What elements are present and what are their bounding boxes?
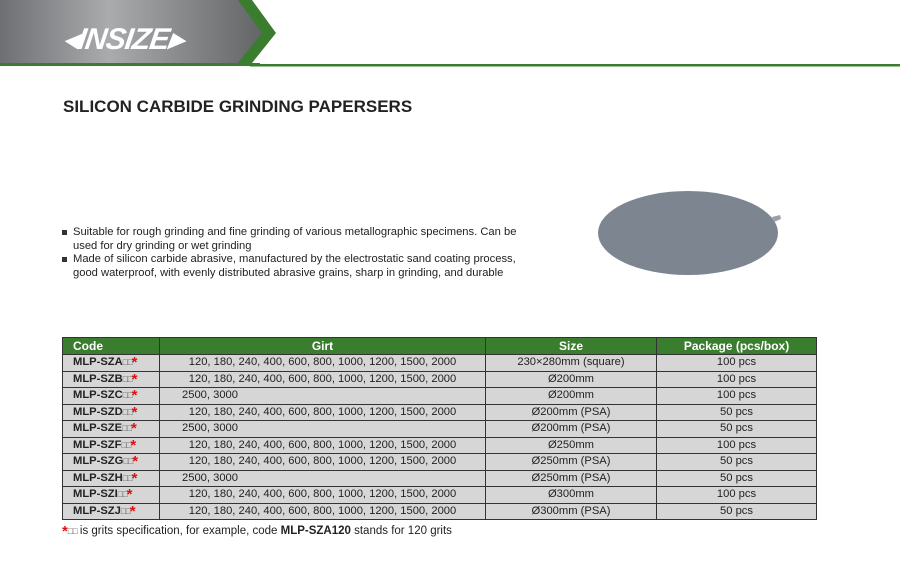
girt-cell: 2500, 3000 [159,420,486,438]
girt-cell: 120, 180, 240, 400, 600, 800, 1000, 1200… [159,370,486,388]
size-cell: Ø300mm (PSA) [485,502,657,520]
header-banner [0,0,900,67]
code-cell: MLP-SZG□□* [62,453,160,471]
code-cell: MLP-SZJ□□* [62,502,160,520]
girt-cell: 120, 180, 240, 400, 600, 800, 1000, 1200… [159,486,486,504]
code-cell: MLP-SZF□□* [62,436,160,454]
size-cell: Ø300mm [485,486,657,504]
column-header: Package (pcs/box) [656,337,817,355]
girt-cell: 2500, 3000 [159,387,486,405]
table-row: MLP-SZI□□* 120, 180, 240, 400, 600, 800, … [62,486,817,504]
column-header: Code [62,337,160,355]
package-cell: 100 pcs [656,354,817,372]
column-header: Girt [159,337,486,355]
table-row: MLP-SZE□□* 2500, 3000 Ø200mm (PSA) 50 pcs [62,420,817,438]
code-cell: MLP-SZA□□* [62,354,160,372]
girt-cell: 120, 180, 240, 400, 600, 800, 1000, 1200… [159,436,486,454]
code-cell: MLP-SZC□□* [62,387,160,405]
footnote: *□□ is grits specification, for example,… [62,523,452,540]
girt-cell: 120, 180, 240, 400, 600, 800, 1000, 1200… [159,502,486,520]
package-cell: 100 pcs [656,436,817,454]
size-cell: Ø250mm (PSA) [485,469,657,487]
code-cell: MLP-SZI□□* [62,486,160,504]
code-cell: MLP-SZB□□* [62,370,160,388]
table-header-row: Code Girt Size Package (pcs/box) [62,337,817,355]
size-cell: Ø250mm [485,436,657,454]
package-cell: 100 pcs [656,486,817,504]
table-row: MLP-SZG□□* 120, 180, 240, 400, 600, 800, … [62,453,817,471]
size-cell: 230×280mm (square) [485,354,657,372]
package-cell: 50 pcs [656,420,817,438]
table-row: MLP-SZD□□* 120, 180, 240, 400, 600, 800, … [62,403,817,421]
table-row: MLP-SZF□□* 120, 180, 240, 400, 600, 800, … [62,436,817,454]
package-cell: 50 pcs [656,469,817,487]
table-row: MLP-SZJ□□* 120, 180, 240, 400, 600, 800, … [62,502,817,520]
feature-item: Made of silicon carbide abrasive, manufa… [62,253,522,280]
feature-item: Suitable for rough grinding and fine gri… [62,226,522,253]
feature-list: Suitable for rough grinding and fine gri… [62,226,522,280]
grinding-disc-image [598,191,781,275]
package-cell: 100 pcs [656,387,817,405]
package-cell: 100 pcs [656,370,817,388]
girt-cell: 120, 180, 240, 400, 600, 800, 1000, 1200… [159,403,486,421]
product-section: Code Girt Size Package (pcs/box) MLP-SZA□□*… [62,337,817,539]
code-cell: MLP-SZH□□* [62,469,160,487]
page-title: SILICON CARBIDE GRINDING PAPERSERS [63,97,413,116]
size-cell: Ø250mm (PSA) [485,453,657,471]
size-cell: Ø200mm (PSA) [485,403,657,421]
girt-cell: 120, 180, 240, 400, 600, 800, 1000, 1200… [159,453,486,471]
table-row: MLP-SZA□□* 120, 180, 240, 400, 600, 800, … [62,354,817,372]
package-cell: 50 pcs [656,502,817,520]
code-cell: MLP-SZD□□* [62,403,160,421]
girt-cell: 120, 180, 240, 400, 600, 800, 1000, 1200… [159,354,486,372]
size-cell: Ø200mm [485,370,657,388]
table-row: MLP-SZC□□* 2500, 3000 Ø200mm 100 pcs [62,387,817,405]
column-header: Size [485,337,657,355]
table-row: MLP-SZB□□* 120, 180, 240, 400, 600, 800, … [62,370,817,388]
size-cell: Ø200mm (PSA) [485,420,657,438]
insize-logo: ◂INSIZE▸ [61,23,186,56]
package-cell: 50 pcs [656,453,817,471]
table-row: MLP-SZH□□* 2500, 3000 Ø250mm (PSA) 50 pcs [62,469,817,487]
girt-cell: 2500, 3000 [159,469,486,487]
package-cell: 50 pcs [656,403,817,421]
size-cell: Ø200mm [485,387,657,405]
code-cell: MLP-SZE□□* [62,420,160,438]
product-table: Code Girt Size Package (pcs/box) MLP-SZA□□*… [62,337,817,520]
